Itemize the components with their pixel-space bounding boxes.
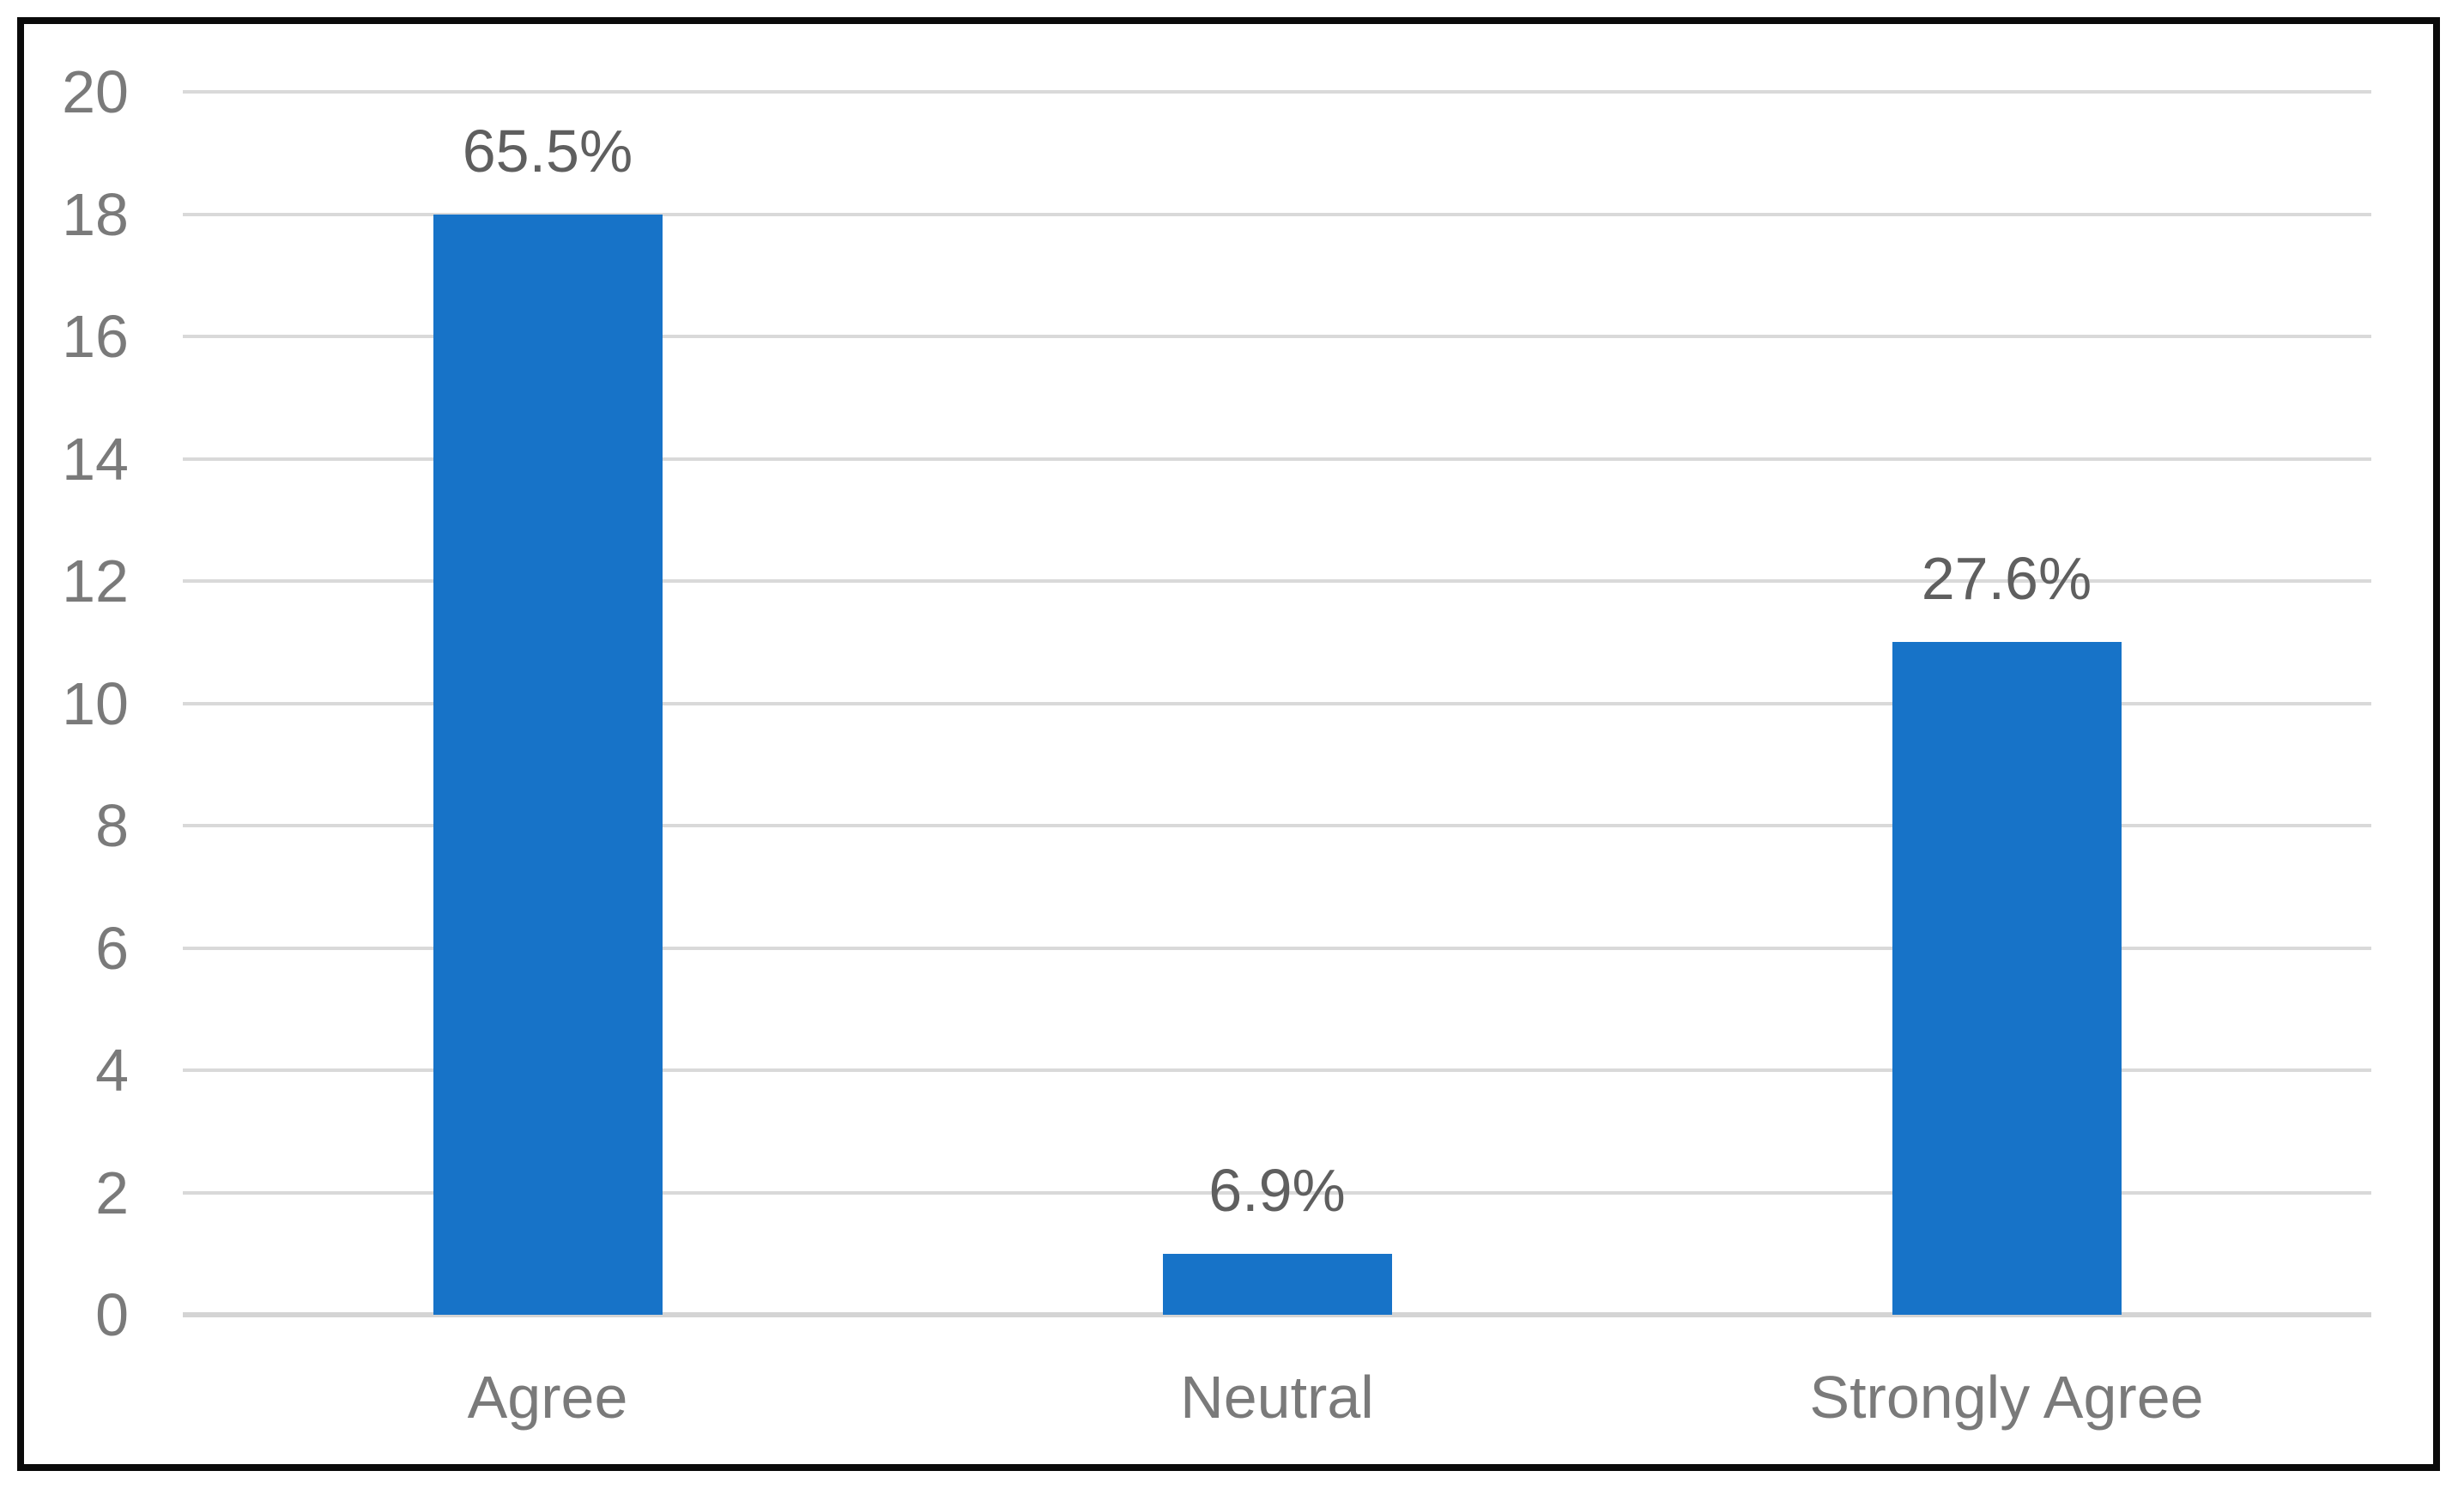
gridline-y4 <box>183 1068 2371 1072</box>
bar-value-label-agree: 65.5% <box>462 117 633 185</box>
x-axis-line <box>183 1312 2371 1317</box>
gridline-y10 <box>183 701 2371 705</box>
y-tick-label-14: 14 <box>62 425 129 493</box>
gridline-y12 <box>183 579 2371 583</box>
x-category-label-agree: Agree <box>467 1364 628 1431</box>
gridline-y8 <box>183 824 2371 827</box>
y-tick-label-8: 8 <box>95 792 129 859</box>
y-tick-label-0: 0 <box>95 1281 129 1348</box>
bar-value-label-strongly-agree: 27.6% <box>1921 545 2092 613</box>
y-tick-label-20: 20 <box>62 58 129 125</box>
x-category-label-neutral: Neutral <box>1180 1364 1374 1431</box>
y-tick-label-2: 2 <box>95 1159 129 1226</box>
bar-neutral <box>1162 1253 1392 1315</box>
chart-border-frame <box>17 17 2440 1471</box>
gridline-y14 <box>183 457 2371 461</box>
gridline-y6 <box>183 946 2371 950</box>
gridline-y20 <box>183 90 2371 94</box>
y-tick-label-12: 12 <box>62 548 129 614</box>
gridline-y2 <box>183 1190 2371 1195</box>
bar-agree <box>433 214 663 1315</box>
gridline-y16 <box>183 335 2371 338</box>
y-tick-label-4: 4 <box>95 1037 129 1104</box>
gridline-y18 <box>183 212 2371 216</box>
x-category-label-strongly-agree: Strongly Agree <box>1809 1364 2204 1431</box>
y-tick-label-6: 6 <box>95 914 129 982</box>
y-tick-label-16: 16 <box>62 303 129 370</box>
y-tick-label-10: 10 <box>62 669 129 737</box>
bar-strongly-agree <box>1892 642 2122 1315</box>
y-tick-label-18: 18 <box>62 180 129 248</box>
bar-value-label-neutral: 6.9% <box>1208 1156 1346 1224</box>
